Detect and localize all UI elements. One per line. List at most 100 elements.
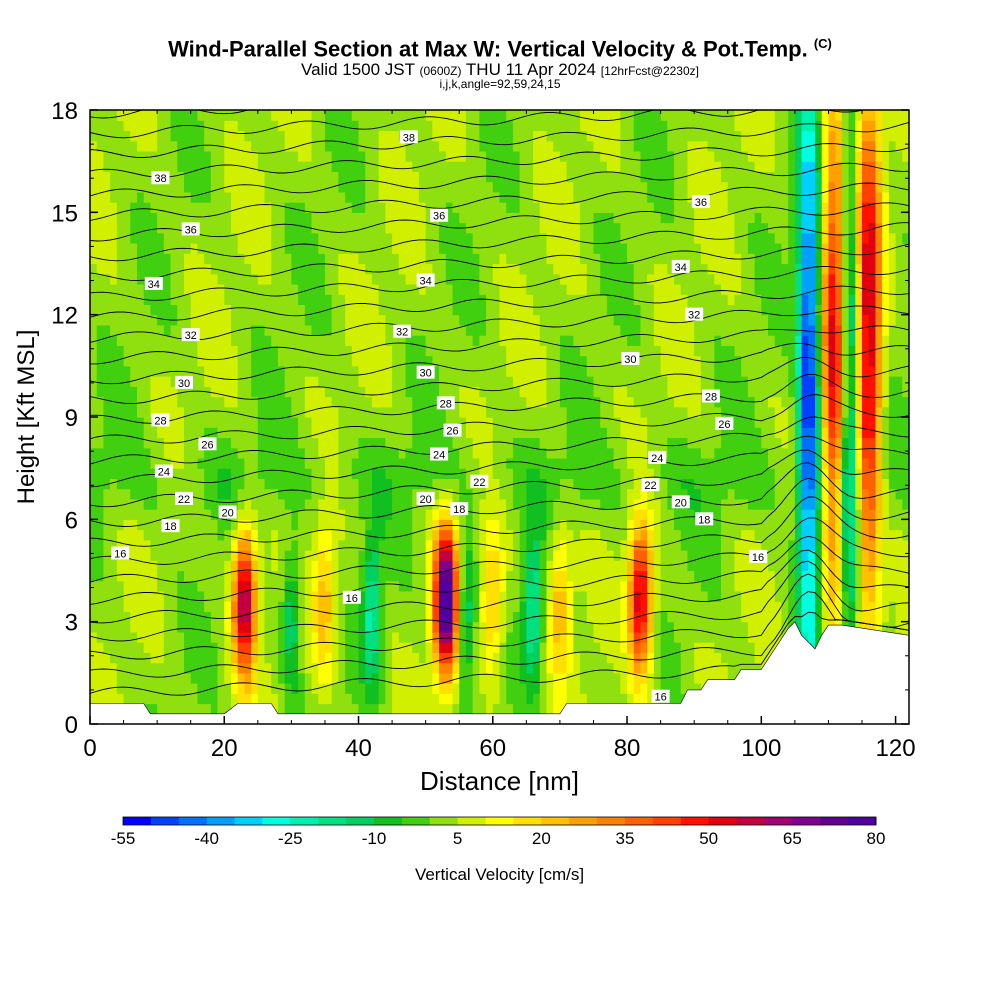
- velocity-cell: [492, 468, 501, 479]
- velocity-cell: [237, 191, 245, 203]
- velocity-cell: [251, 130, 259, 142]
- velocity-cell: [110, 243, 118, 254]
- velocity-cell: [452, 478, 460, 490]
- velocity-cell: [499, 222, 507, 234]
- velocity-cell: [210, 406, 219, 418]
- velocity-cell: [526, 631, 534, 643]
- velocity-cell: [116, 212, 125, 224]
- velocity-cell: [492, 273, 501, 285]
- velocity-cell: [465, 273, 474, 285]
- velocity-cell: [304, 294, 313, 306]
- velocity-cell: [539, 611, 548, 623]
- velocity-cell: [324, 110, 333, 121]
- velocity-cell: [519, 253, 527, 265]
- velocity-cell: [197, 324, 205, 336]
- velocity-cell: [311, 703, 319, 715]
- velocity-cell: [533, 222, 541, 234]
- velocity-cell: [163, 457, 172, 469]
- velocity-cell: [177, 222, 185, 234]
- velocity-cell: [640, 672, 648, 684]
- velocity-cell: [647, 693, 655, 705]
- velocity-cell: [613, 376, 621, 387]
- velocity-cell: [512, 212, 521, 224]
- velocity-cell: [351, 191, 360, 203]
- velocity-cell: [519, 263, 527, 275]
- velocity-cell: [116, 314, 125, 326]
- velocity-cell: [311, 386, 319, 398]
- velocity-cell: [338, 621, 346, 633]
- velocity-cell: [586, 652, 595, 664]
- velocity-cell: [351, 509, 360, 520]
- velocity-cell: [559, 253, 568, 265]
- velocity-cell: [251, 222, 259, 234]
- velocity-cell: [338, 365, 346, 377]
- velocity-cell: [633, 120, 642, 132]
- velocity-cell: [130, 529, 138, 541]
- velocity-cell: [546, 283, 554, 295]
- velocity-cell: [519, 631, 527, 643]
- velocity-cell: [546, 498, 554, 510]
- velocity-cell: [311, 447, 319, 459]
- velocity-cell: [580, 590, 588, 602]
- velocity-cell: [338, 662, 346, 674]
- velocity-cell: [472, 693, 480, 705]
- velocity-cell: [244, 283, 252, 295]
- velocity-cell: [613, 304, 621, 316]
- velocity-cell: [573, 478, 581, 490]
- velocity-cell: [150, 263, 158, 275]
- velocity-cell: [546, 355, 554, 367]
- velocity-cell: [573, 509, 581, 520]
- velocity-cell: [170, 191, 178, 203]
- velocity-cell: [264, 498, 272, 510]
- velocity-cell: [620, 417, 628, 428]
- velocity-cell: [580, 232, 588, 244]
- velocity-cell: [378, 140, 386, 152]
- velocity-cell: [298, 222, 306, 234]
- velocity-cell: [257, 396, 266, 408]
- velocity-cell: [580, 212, 588, 224]
- velocity-cell: [96, 519, 105, 531]
- velocity-cell: [163, 539, 172, 551]
- velocity-cell: [566, 355, 574, 367]
- velocity-cell: [539, 232, 548, 244]
- velocity-cell: [593, 478, 601, 490]
- velocity-cell: [298, 273, 306, 285]
- velocity-cell: [452, 140, 460, 152]
- velocity-cell: [519, 150, 527, 162]
- velocity-cell: [425, 601, 433, 613]
- velocity-cell: [566, 324, 574, 336]
- velocity-cell: [90, 365, 98, 377]
- velocity-cell: [580, 181, 588, 193]
- velocity-cell: [526, 601, 534, 613]
- velocity-cell: [204, 519, 212, 531]
- velocity-cell: [324, 406, 333, 418]
- velocity-cell: [371, 590, 380, 602]
- velocity-cell: [633, 580, 642, 592]
- velocity-cell: [606, 202, 615, 213]
- velocity-cell: [204, 662, 212, 674]
- velocity-cell: [123, 355, 131, 367]
- velocity-cell: [445, 191, 454, 203]
- velocity-cell: [613, 417, 621, 428]
- velocity-cell: [318, 304, 326, 316]
- velocity-cell: [237, 232, 245, 244]
- velocity-cell: [264, 130, 272, 142]
- velocity-cell: [512, 406, 521, 418]
- velocity-cell: [204, 324, 212, 336]
- velocity-cell: [412, 529, 420, 541]
- velocity-cell: [633, 263, 642, 275]
- velocity-cell: [526, 335, 534, 346]
- velocity-cell: [311, 478, 319, 490]
- velocity-cell: [385, 560, 393, 572]
- velocity-cell: [606, 590, 615, 602]
- velocity-cell: [150, 181, 158, 193]
- velocity-cell: [418, 621, 427, 633]
- velocity-cell: [318, 110, 326, 121]
- velocity-cell: [136, 324, 145, 336]
- velocity-cell: [385, 621, 393, 633]
- velocity-cell: [385, 478, 393, 490]
- velocity-cell: [425, 672, 433, 684]
- velocity-cell: [345, 324, 353, 336]
- velocity-cell: [304, 550, 313, 561]
- velocity-cell: [486, 243, 494, 254]
